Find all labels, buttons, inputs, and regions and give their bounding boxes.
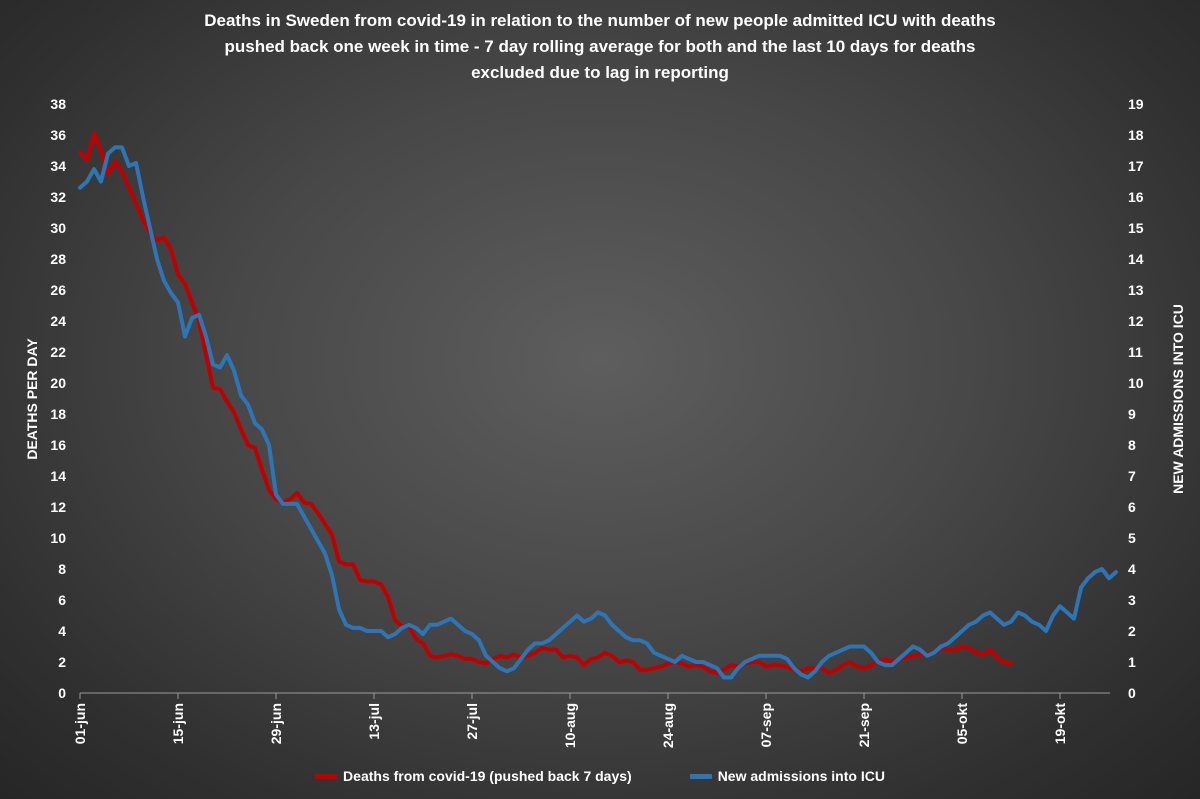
x-tick-label: 01-jun <box>72 703 88 744</box>
y2-tick-label: 7 <box>1128 468 1136 484</box>
y2-tick-label: 9 <box>1128 406 1136 422</box>
y2-tick-label: 5 <box>1128 530 1136 546</box>
y-tick-label: 4 <box>58 623 66 639</box>
y2-tick-label: 1 <box>1128 654 1136 670</box>
y-tick-label: 0 <box>58 685 66 701</box>
legend-item-icu: New admissions into ICU <box>689 768 885 784</box>
chart-title-line-3: excluded due to lag in reporting <box>471 63 729 82</box>
y2-tick-label: 4 <box>1128 561 1136 577</box>
legend-label-icu: New admissions into ICU <box>717 768 885 784</box>
y-tick-label: 12 <box>50 499 66 515</box>
legend-label-deaths: Deaths from covid-19 (pushed back 7 days… <box>343 768 632 784</box>
chart-title-line-1: Deaths in Sweden from covid-19 in relati… <box>204 11 996 30</box>
y-axis-title: DEATHS PER DAY <box>24 338 40 460</box>
y-tick-label: 2 <box>58 654 66 670</box>
y2-tick-label: 11 <box>1128 344 1143 360</box>
y2-tick-label: 0 <box>1128 685 1136 701</box>
legend-swatch-icu <box>689 773 712 779</box>
y2-tick-label: 12 <box>1128 313 1144 329</box>
y2-tick-label: 17 <box>1128 158 1144 174</box>
y2-tick-label: 2 <box>1128 623 1136 639</box>
y-tick-label: 6 <box>58 592 66 608</box>
x-tick-label: 15-jun <box>170 703 186 744</box>
chart-title-line-2: pushed back one week in time - 7 day rol… <box>224 37 976 56</box>
y-tick-label: 26 <box>50 282 66 298</box>
legend-item-deaths: Deaths from covid-19 (pushed back 7 days… <box>315 768 632 784</box>
chart-legend: Deaths from covid-19 (pushed back 7 days… <box>0 768 1200 784</box>
chart-title: Deaths in Sweden from covid-19 in relati… <box>0 8 1200 86</box>
x-tick-label: 27-jul <box>464 703 480 740</box>
y-tick-label: 8 <box>58 561 66 577</box>
y-tick-label: 18 <box>50 406 66 422</box>
y-tick-label: 14 <box>50 468 66 484</box>
x-tick-label: 19-okt <box>1052 703 1068 745</box>
x-tick-label: 29-jun <box>268 703 284 744</box>
y-tick-label: 34 <box>50 158 66 174</box>
y2-axis-title: NEW ADMISSIONS INTO ICU <box>1170 304 1186 494</box>
y-tick-label: 28 <box>50 251 66 267</box>
y-tick-label: 16 <box>50 437 66 453</box>
y-tick-label: 22 <box>50 344 66 360</box>
y2-tick-label: 18 <box>1128 127 1144 143</box>
x-tick-label: 10-aug <box>562 703 578 748</box>
x-tick-label: 13-jul <box>366 703 382 740</box>
y-tick-label: 32 <box>50 189 66 205</box>
x-tick-label: 05-okt <box>954 703 970 745</box>
y2-tick-label: 13 <box>1128 282 1144 298</box>
y-tick-label: 20 <box>50 375 66 391</box>
x-tick-label: 24-aug <box>660 703 676 748</box>
series-line-deaths <box>78 131 1013 675</box>
y2-tick-label: 19 <box>1128 96 1144 112</box>
y2-tick-label: 16 <box>1128 189 1144 205</box>
x-tick-label: 07-sep <box>758 703 774 747</box>
y-tick-label: 10 <box>50 530 66 546</box>
y-tick-label: 30 <box>50 220 66 236</box>
y2-tick-label: 6 <box>1128 499 1136 515</box>
y-tick-label: 36 <box>50 127 66 143</box>
y2-tick-label: 15 <box>1128 220 1144 236</box>
y2-tick-label: 10 <box>1128 375 1144 391</box>
y-tick-label: 38 <box>50 96 66 112</box>
y-tick-label: 24 <box>50 313 66 329</box>
y2-tick-label: 14 <box>1128 251 1144 267</box>
legend-swatch-deaths <box>315 773 338 779</box>
x-tick-label: 21-sep <box>856 703 872 747</box>
y2-tick-label: 8 <box>1128 437 1136 453</box>
y2-tick-label: 3 <box>1128 592 1136 608</box>
series-line-icu-admissions <box>78 145 1118 680</box>
